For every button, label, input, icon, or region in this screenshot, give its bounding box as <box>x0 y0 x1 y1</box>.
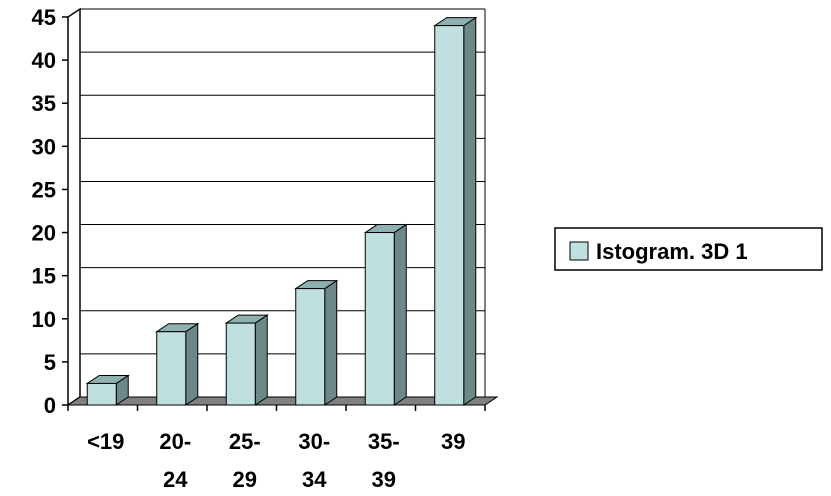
side-wall <box>67 7 81 407</box>
y-tick-label: 5 <box>44 350 56 375</box>
bar-side <box>185 322 199 406</box>
y-tick-label: 45 <box>32 5 56 30</box>
bar-front <box>156 331 187 406</box>
bar <box>363 223 408 406</box>
bar <box>155 322 200 406</box>
legend: Istogram. 3D 1 <box>554 227 823 271</box>
bar-side <box>254 314 268 406</box>
x-tick-label-line: 39 <box>372 467 396 492</box>
bar-front <box>364 232 395 406</box>
x-tick-label-line: 29 <box>233 467 257 492</box>
x-tick-label-line: 24 <box>163 467 188 492</box>
x-tick-label-line: 25- <box>229 429 261 454</box>
bars <box>85 16 478 406</box>
bar-side <box>324 279 338 406</box>
x-tick-label-line: 39 <box>441 429 465 454</box>
legend-label: Istogram. 3D 1 <box>596 239 748 264</box>
bar-side <box>463 16 477 406</box>
bar-front <box>225 322 256 406</box>
x-tick-label: 25- 29 <box>229 429 261 492</box>
bar-front <box>434 25 465 406</box>
y-tick-labels: 0 5 10 15 20 25 30 35 40 45 <box>32 5 68 418</box>
gridlines <box>80 8 485 355</box>
y-tick-label: 20 <box>32 221 56 246</box>
legend-swatch <box>569 241 589 261</box>
y-tick-label: 15 <box>32 264 56 289</box>
x-tick-label-line: 35- <box>368 429 400 454</box>
bar <box>433 16 478 406</box>
legend-box <box>554 227 823 271</box>
x-tick-label: <19 <box>87 429 124 454</box>
bar-side <box>393 223 407 406</box>
x-tick-label: 30- 34 <box>298 429 330 492</box>
y-tick-label: 30 <box>32 134 56 159</box>
x-tick-label-line: 30- <box>298 429 330 454</box>
axes <box>66 7 499 407</box>
x-tick-label-line: <19 <box>87 429 124 454</box>
floor <box>66 396 499 406</box>
x-tick-label: 20- 24 <box>159 429 191 492</box>
x-tick-label-line: 34 <box>302 467 327 492</box>
bar <box>294 279 339 406</box>
x-tick-label: 35- 39 <box>368 429 400 492</box>
y-tick-label: 40 <box>32 48 56 73</box>
y-tick-label: 25 <box>32 177 56 202</box>
bar <box>85 374 130 406</box>
x-tick-label-line: 20- <box>159 429 191 454</box>
y-tick-label: 35 <box>32 91 56 116</box>
x-tick-label: 39 <box>441 429 465 454</box>
y-tick-label: 10 <box>32 307 56 332</box>
bar-front <box>86 382 117 406</box>
y-tick-label: 0 <box>44 393 56 418</box>
x-tick-labels: <19 20- 24 25- 29 30- 34 35- 39 39 <box>67 405 486 492</box>
bar <box>224 314 269 406</box>
bar-front <box>295 288 326 406</box>
